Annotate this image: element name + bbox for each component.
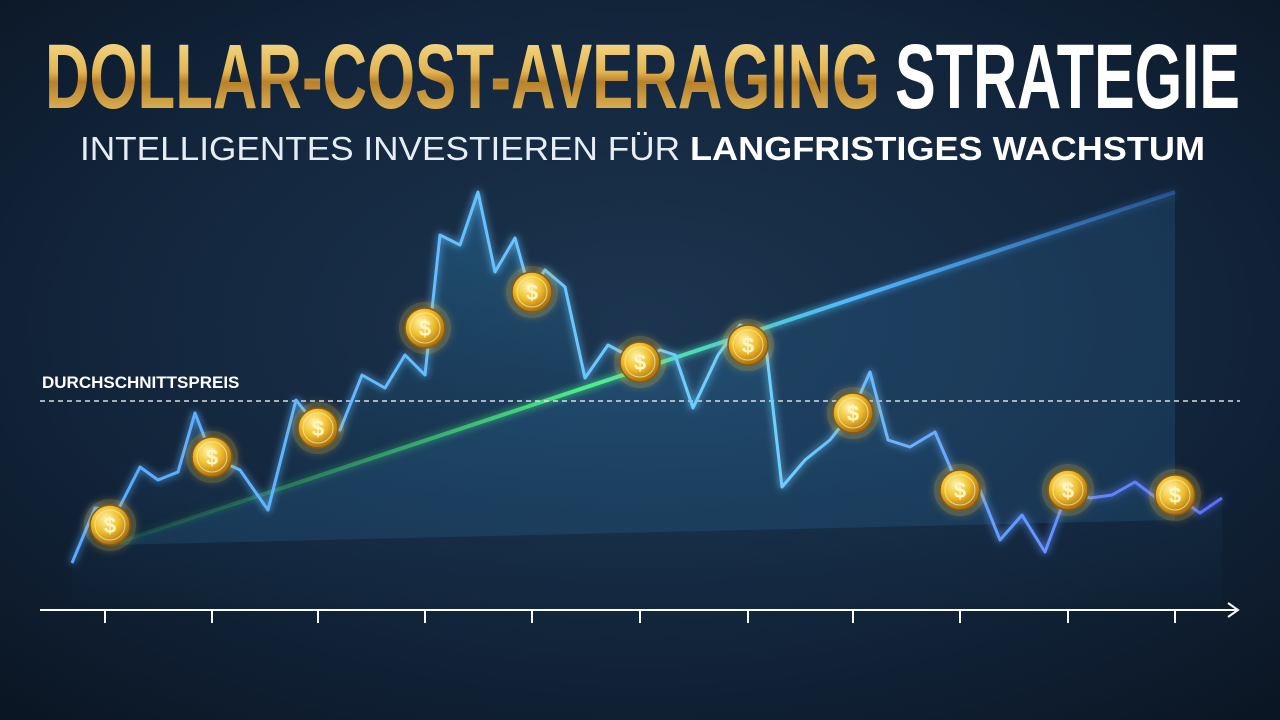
- subtitle-bold: LANGFRISTIGES WACHSTUM: [690, 130, 1205, 167]
- coin: [89, 504, 131, 546]
- title-white: STRATEGIE: [895, 26, 1240, 128]
- coin-symbol: $: [419, 316, 431, 341]
- coin: [191, 436, 233, 478]
- axis-arrow: [1227, 602, 1240, 618]
- average-label: DURCHSCHNITTSPREIS: [42, 373, 239, 392]
- axis-ticks: [104, 610, 1176, 623]
- coin: [939, 469, 981, 511]
- coin-rim: [196, 441, 228, 473]
- coin-symbol: $: [312, 416, 324, 441]
- coin-rim: [1159, 479, 1191, 511]
- coin: [404, 307, 446, 349]
- coin-rim: [409, 312, 441, 344]
- coin: [832, 392, 874, 434]
- coin-rim: [837, 397, 869, 429]
- coin-symbol: $: [742, 333, 754, 358]
- price-area: [72, 192, 1222, 605]
- coin-rim: [302, 412, 334, 444]
- coin: [1154, 474, 1196, 516]
- coin-symbol: $: [1169, 483, 1181, 508]
- coin-symbol: $: [634, 350, 646, 375]
- coin-symbol: $: [954, 478, 966, 503]
- coin-rim: [732, 329, 764, 361]
- coin-symbol: $: [104, 513, 116, 538]
- coin-symbol: $: [847, 401, 859, 426]
- coin: [297, 407, 339, 449]
- coin-symbol: $: [206, 445, 218, 470]
- coin: [511, 271, 553, 313]
- coin-rim: [624, 346, 656, 378]
- coin-rim: [944, 474, 976, 506]
- coin-rim: [94, 509, 126, 541]
- title-gold: DOLLAR-COST-AVERAGING: [45, 26, 880, 128]
- coin: [619, 341, 661, 383]
- coin: [727, 324, 769, 366]
- coins: $ $ $ $ $ $ $ $ $ $ $: [84, 266, 1201, 551]
- coin-symbol: $: [1062, 478, 1074, 503]
- coin-rim: [1052, 474, 1084, 506]
- coin-rim: [516, 276, 548, 308]
- subtitle-regular: INTELLIGENTES INVESTIEREN FÜR: [80, 130, 680, 167]
- coin-symbol: $: [526, 280, 538, 305]
- coin: [1047, 469, 1089, 511]
